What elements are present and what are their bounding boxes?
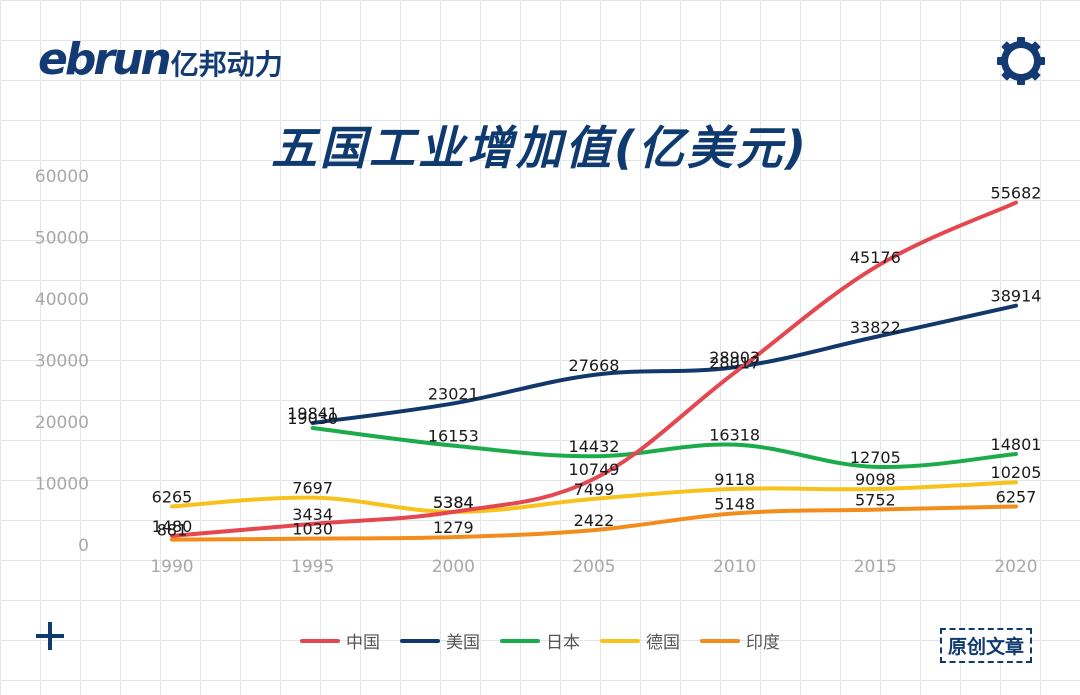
data-label: 5384 [433,493,474,512]
data-label: 5752 [855,491,896,510]
legend-item: 德国 [600,628,680,653]
series-line-印度 [170,504,1018,542]
y-tick-label: 0 [78,536,89,556]
data-label: 5148 [714,494,755,513]
data-label: 14432 [569,437,620,456]
data-label: 14801 [991,435,1042,454]
original-article-badge: 原创文章 [940,628,1033,663]
data-label: 9098 [855,470,896,489]
series-line-中国 [170,200,1018,538]
data-label: 55682 [991,184,1042,203]
y-tick-label: 10000 [35,475,89,495]
legend-swatch [300,638,340,643]
series-line-日本 [310,425,1018,470]
y-tick-label: 30000 [35,352,89,372]
y-tick-label: 50000 [35,229,89,249]
x-tick-label: 2010 [713,557,756,577]
chart-title: 五国工业增加值(亿美元) [270,121,810,175]
legend-swatch [500,638,540,643]
brand-logo-en: ebrun [38,34,172,85]
data-label: 19030 [287,409,338,428]
legend-swatch [400,638,440,643]
data-label: 7499 [574,480,615,499]
data-label: 16318 [709,426,760,445]
y-tick-label: 20000 [35,413,89,433]
data-label: 881 [157,521,188,540]
data-label: 5384 [433,493,474,512]
data-label: 9118 [714,470,755,489]
data-label: 6257 [996,488,1037,507]
brand-logo: ebrun 亿邦动力 [38,34,283,85]
legend-label: 美国 [446,633,480,653]
data-label: 1279 [433,518,474,537]
plus-icon[interactable] [36,622,64,650]
legend-swatch [600,638,640,643]
data-label: 3434 [292,505,333,524]
brand-logo-cn: 亿邦动力 [170,48,283,81]
data-label: 12705 [850,448,901,467]
chart-legend: 中国 美国 日本 德国 印度 [0,628,1080,653]
gear-icon [997,37,1045,85]
series-line-德国 [170,480,1018,514]
data-label: 45176 [850,248,901,267]
x-tick-label: 2005 [572,557,615,577]
y-tick-label: 40000 [35,290,89,310]
y-tick-label: 60000 [35,167,89,187]
data-label: 33822 [850,318,901,337]
legend-item: 日本 [500,628,580,653]
data-label: 38914 [991,287,1042,306]
data-label: 6265 [152,487,193,506]
data-label: 19841 [287,404,338,423]
data-label: 2422 [574,511,615,530]
legend-swatch [700,638,740,643]
legend-item: 美国 [400,628,480,653]
data-label: 1480 [152,517,193,536]
legend-item: 中国 [300,628,380,653]
data-label: 7697 [292,479,333,498]
data-label: 10749 [569,460,620,479]
legend-label: 印度 [746,633,780,653]
legend-item: 印度 [700,628,780,653]
x-tick-label: 2000 [432,557,475,577]
x-tick-label: 1990 [150,557,193,577]
x-tick-label: 1995 [291,557,334,577]
data-label: 28017 [709,354,760,373]
legend-label: 中国 [346,633,380,653]
legend-label: 德国 [646,633,680,653]
legend-label: 日本 [546,633,580,653]
data-label: 1030 [292,520,333,539]
data-label: 10205 [991,463,1042,482]
data-label: 28903 [709,348,760,367]
data-label: 23021 [428,384,479,403]
series-line-美国 [310,303,1018,425]
data-label: 27668 [569,356,620,375]
x-tick-label: 2015 [854,557,897,577]
data-label: 16153 [428,427,479,446]
x-tick-label: 2020 [994,557,1037,577]
